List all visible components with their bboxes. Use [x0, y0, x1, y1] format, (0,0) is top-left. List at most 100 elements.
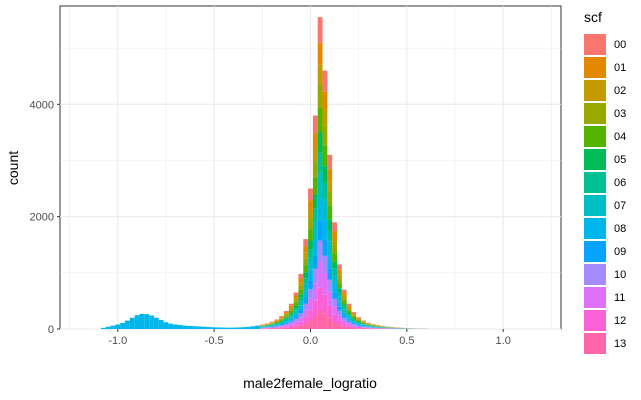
bar-segment-00	[293, 292, 299, 296]
bar-segment-02	[336, 274, 342, 279]
legend-label: 10	[614, 269, 626, 281]
bar-segment-05	[308, 240, 313, 250]
bar-segment-05	[341, 304, 347, 307]
bar-segment-10	[332, 298, 337, 307]
bar-segment-07	[336, 296, 342, 302]
bar-segment-03	[332, 245, 337, 254]
bar-segment-06	[312, 208, 318, 222]
histogram-bin	[245, 326, 251, 329]
bar-segment-08	[182, 325, 188, 329]
bar-segment-03	[284, 314, 289, 317]
legend-key	[584, 103, 606, 124]
bar-segment-01	[327, 169, 333, 182]
bar-segment-11	[356, 326, 362, 328]
bar-segment-02	[293, 298, 299, 301]
histogram-bin	[351, 312, 357, 329]
bar-segment-08	[231, 327, 236, 329]
legend: 00 01 02 03 04 05 06 07 08 09 10 11 12 13	[584, 34, 626, 354]
histogram-bin	[317, 17, 323, 329]
bar-segment-08	[235, 327, 241, 329]
bar-segment-02	[341, 295, 347, 299]
legend-key	[584, 172, 606, 193]
bar-segment-10	[298, 313, 304, 318]
bar-segment-07	[312, 221, 318, 239]
legend-key	[584, 264, 606, 285]
bar-segment-01	[346, 305, 352, 308]
bar-segment-10	[308, 289, 313, 299]
bar-segment-13	[279, 328, 285, 329]
legend-key	[584, 333, 606, 354]
bar-segment-08	[293, 313, 299, 317]
bar-segment-03	[346, 309, 352, 312]
legend-key	[584, 126, 606, 147]
bar-segment-00	[332, 222, 337, 232]
bar-segment-06	[279, 321, 285, 323]
bar-segment-05	[356, 321, 362, 323]
bar-segment-08	[341, 312, 347, 316]
bar-segment-08	[250, 326, 256, 329]
bar-segment-11	[327, 291, 333, 306]
bar-segment-02	[361, 321, 366, 323]
bar-segment-04	[317, 107, 323, 133]
histogram-bin	[365, 322, 371, 329]
bar-segment-04	[341, 301, 347, 305]
bar-segment-12	[308, 310, 313, 321]
bar-segment-07	[361, 324, 366, 326]
bar-segment-01	[293, 295, 299, 299]
bar-segment-06	[327, 230, 333, 242]
bar-segment-02	[346, 307, 352, 310]
bar-segment-04	[298, 289, 304, 295]
bar-segment-03	[303, 258, 309, 266]
bar-segment-06	[356, 322, 362, 324]
bar-segment-08	[168, 323, 174, 329]
bar-segment-06	[317, 152, 323, 173]
bar-segment-06	[303, 278, 309, 284]
bar-segment-07	[279, 322, 285, 324]
legend-item: 11	[584, 287, 625, 308]
bar-segment-04	[274, 322, 280, 323]
legend-key	[584, 149, 606, 170]
bar-segment-11	[361, 327, 366, 328]
histogram-bin	[231, 327, 236, 329]
bar-segment-09	[341, 315, 347, 318]
bar-segment-13	[298, 325, 304, 329]
bar-segment-09	[351, 323, 357, 325]
bar-segment-04	[361, 323, 366, 324]
histogram-bin	[380, 325, 386, 329]
bar-segment-12	[284, 326, 289, 328]
histogram-bin	[303, 239, 309, 329]
bar-segment-13	[274, 328, 280, 329]
legend-label: 05	[614, 154, 626, 166]
bar-segment-10	[346, 321, 352, 324]
histogram-bin	[404, 328, 410, 329]
bar-segment-10	[279, 325, 285, 327]
bar-segment-03	[336, 278, 342, 284]
bar-segment-00	[269, 321, 275, 323]
bar-segment-02	[308, 209, 313, 219]
bar-segment-09	[322, 239, 328, 256]
bar-segment-13	[312, 316, 318, 329]
histogram-bin	[385, 326, 390, 329]
bar-segment-11	[308, 298, 313, 311]
bar-segment-04	[356, 320, 362, 322]
bar-segment-12	[312, 300, 318, 317]
bar-segment-12	[279, 327, 285, 329]
histogram-bin	[255, 325, 260, 329]
x-tick-label: 1.0	[496, 335, 511, 347]
bar-segment-09	[284, 322, 289, 324]
histogram-bin	[336, 264, 342, 329]
bar-segment-10	[336, 310, 342, 316]
bar-segment-08	[129, 317, 135, 329]
bar-segment-07	[346, 316, 352, 319]
legend-item: 01	[584, 57, 626, 78]
histogram-bin	[269, 321, 275, 329]
legend-key	[584, 287, 606, 308]
bar-segment-07	[308, 258, 313, 270]
bar-segment-09	[336, 306, 342, 311]
bar-segment-03	[298, 285, 304, 290]
y-axis-title: count	[5, 151, 21, 185]
bar-segment-00	[279, 316, 285, 318]
legend-key	[584, 241, 606, 262]
bar-segment-00	[274, 319, 280, 321]
legend-label: 06	[614, 177, 626, 189]
